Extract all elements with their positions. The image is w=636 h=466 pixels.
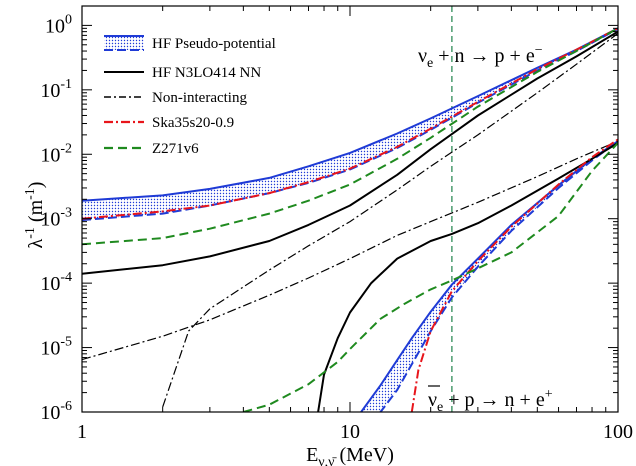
y-axis-title-unit-sup: -1: [23, 188, 38, 200]
y-tick-label: 100: [45, 12, 72, 37]
y-axis-title-unit: (m: [25, 199, 47, 227]
legend-item-ska35s20: Ska35s20-0.9: [104, 115, 234, 131]
annotation-antinu-e-p-symbol: ν: [428, 389, 437, 411]
legend: HF Pseudo-potential HF N3LO414 NN Non-in…: [104, 35, 276, 157]
x-axis-title-main: E: [306, 444, 318, 466]
annotation-nu-e-n-sup: −: [535, 43, 543, 58]
x-tick-label: 100: [603, 421, 633, 443]
legend-label-hf-n3lo414-nn: HF N3LO414 NN: [152, 65, 261, 81]
y-axis-title-main: λ: [25, 238, 47, 248]
series-line: [162, 32, 618, 408]
y-tick-label: 10-4: [40, 270, 72, 295]
plot-area: [82, 6, 618, 412]
annotation-antinu-e-p-rest: + p → n + e: [443, 389, 545, 411]
x-tick-label: 10: [340, 421, 360, 443]
legend-item-hf-pseudo-potential: HF Pseudo-potential: [104, 35, 276, 52]
annotation-antinu-e-p: νe + p → n + e+: [428, 385, 553, 415]
annotation-antinu-e-p-text: νe + p → n + e+: [428, 387, 553, 415]
legend-label-hf-pseudo-potential: HF Pseudo-potential: [152, 36, 276, 52]
x-tick-label: 1: [77, 421, 87, 443]
annotation-antinu-e-p-sub: e: [437, 400, 443, 415]
series-line: [410, 138, 618, 412]
x-axis-title: Eν,ν̄ (MeV): [306, 444, 394, 466]
legend-item-non-interacting: Non-interacting: [104, 90, 247, 106]
legend-label-non-interacting: Non-interacting: [152, 90, 247, 106]
y-axis-title-sup: -1: [23, 227, 38, 239]
series-band-lower: [379, 140, 618, 412]
y-axis-title: λ-1 (m-1): [23, 182, 47, 249]
axis-ticks: 10-6 10-5 10-4 10-3 10-2 10-1 100 1 10 100: [40, 5, 633, 443]
annotation-antinu-e-p-sup: +: [545, 387, 553, 402]
legend-swatch-band: [104, 36, 144, 50]
legend-item-hf-n3lo414-nn: HF N3LO414 NN: [104, 65, 261, 81]
series-line: [243, 142, 618, 412]
y-tick-label: 10-6: [40, 399, 72, 424]
series-line: [82, 27, 618, 220]
series-band-fill: [82, 28, 618, 221]
series-line: [82, 140, 618, 361]
y-tick-label: 10-2: [40, 141, 72, 166]
annotation-nu-e-n: νe + n → p + e−: [418, 43, 543, 71]
series-line: [317, 142, 618, 412]
legend-label-z271v6: Z271v6: [152, 141, 199, 157]
legend-label-ska35s20: Ska35s20-0.9: [152, 115, 234, 131]
y-axis-title-close: ): [25, 182, 47, 189]
y-tick-label: 10-5: [40, 335, 72, 360]
series-line: [82, 30, 618, 275]
x-axis-title-sub: ν,ν̄: [318, 455, 337, 466]
annotation-nu-e-n-rest: + n → p + e: [433, 45, 535, 67]
annotation-nu-e-n-sub: e: [427, 56, 433, 71]
x-axis-title-unit: (MeV): [334, 444, 393, 466]
legend-item-z271v6: Z271v6: [104, 141, 199, 157]
y-tick-label: 10-1: [40, 77, 72, 102]
y-tick-label: 10-3: [40, 206, 72, 231]
annotation-nu-e-n-symbol: ν: [418, 45, 427, 67]
series-band-fill: [361, 141, 618, 412]
